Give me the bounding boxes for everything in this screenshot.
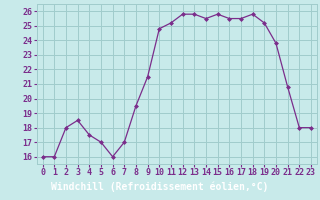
Text: Windchill (Refroidissement éolien,°C): Windchill (Refroidissement éolien,°C) xyxy=(51,181,269,192)
